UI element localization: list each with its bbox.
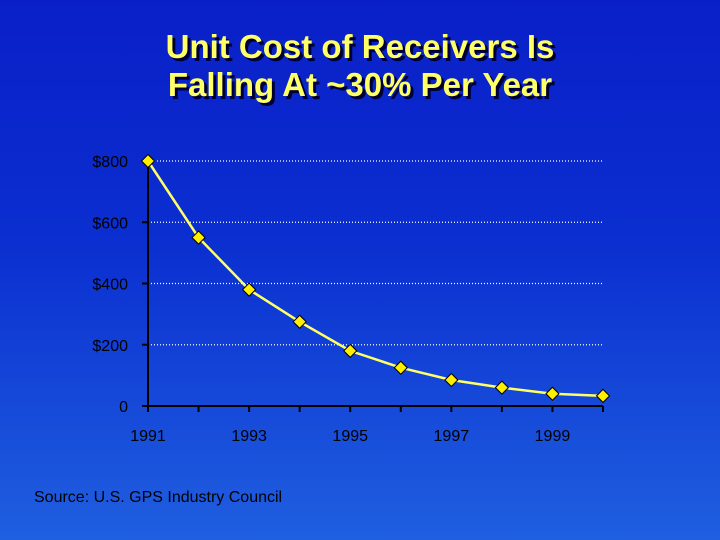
data-point — [292, 314, 307, 329]
y-tick-label: $800 — [92, 154, 128, 171]
y-tick-label: $400 — [92, 277, 128, 294]
data-point — [241, 282, 257, 297]
data-point — [494, 380, 510, 395]
series-line — [146, 160, 604, 398]
title-line-1: Unit Cost of Receivers Is — [165, 28, 555, 65]
y-tick-label: 0 — [119, 399, 128, 416]
x-tick-label: 1991 — [130, 428, 166, 445]
data-point — [444, 372, 459, 388]
y-tick-label: $200 — [92, 338, 128, 355]
x-tick-label: 1995 — [332, 428, 368, 445]
title-line-2: Falling At ~30% Per Year — [167, 66, 553, 103]
x-tick-label: 1997 — [434, 428, 470, 445]
data-point — [393, 360, 408, 375]
x-tick-label: 1993 — [231, 428, 267, 445]
y-tick-label: $600 — [92, 215, 128, 232]
data-point — [595, 388, 611, 404]
data-point — [191, 230, 206, 245]
data-point — [140, 153, 156, 169]
x-tick-label: 1999 — [535, 428, 571, 445]
data-point — [545, 386, 560, 401]
source-note: Source: U.S. GPS Industry Council — [34, 489, 283, 506]
chart-title: Unit Cost of Receivers Is Falling At ~30… — [0, 28, 720, 104]
data-point — [343, 343, 358, 359]
